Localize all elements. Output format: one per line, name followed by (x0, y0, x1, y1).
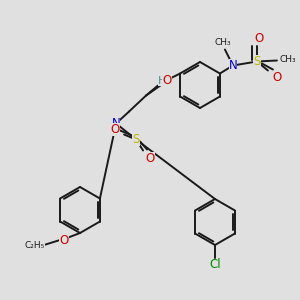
Text: N: N (164, 76, 172, 89)
Text: Cl: Cl (209, 259, 221, 272)
Text: CH₃: CH₃ (280, 55, 296, 64)
Text: CH₃: CH₃ (214, 38, 231, 47)
Text: H: H (158, 76, 166, 85)
Text: O: O (254, 32, 263, 45)
Text: S: S (132, 133, 140, 146)
Text: N: N (229, 59, 237, 72)
Text: O: O (146, 152, 155, 165)
Text: C₂H₅: C₂H₅ (25, 242, 45, 250)
Text: O: O (272, 71, 281, 84)
Text: N: N (112, 117, 121, 130)
Text: O: O (163, 74, 172, 87)
Text: O: O (110, 123, 120, 136)
Text: S: S (253, 55, 261, 68)
Text: O: O (59, 233, 69, 247)
